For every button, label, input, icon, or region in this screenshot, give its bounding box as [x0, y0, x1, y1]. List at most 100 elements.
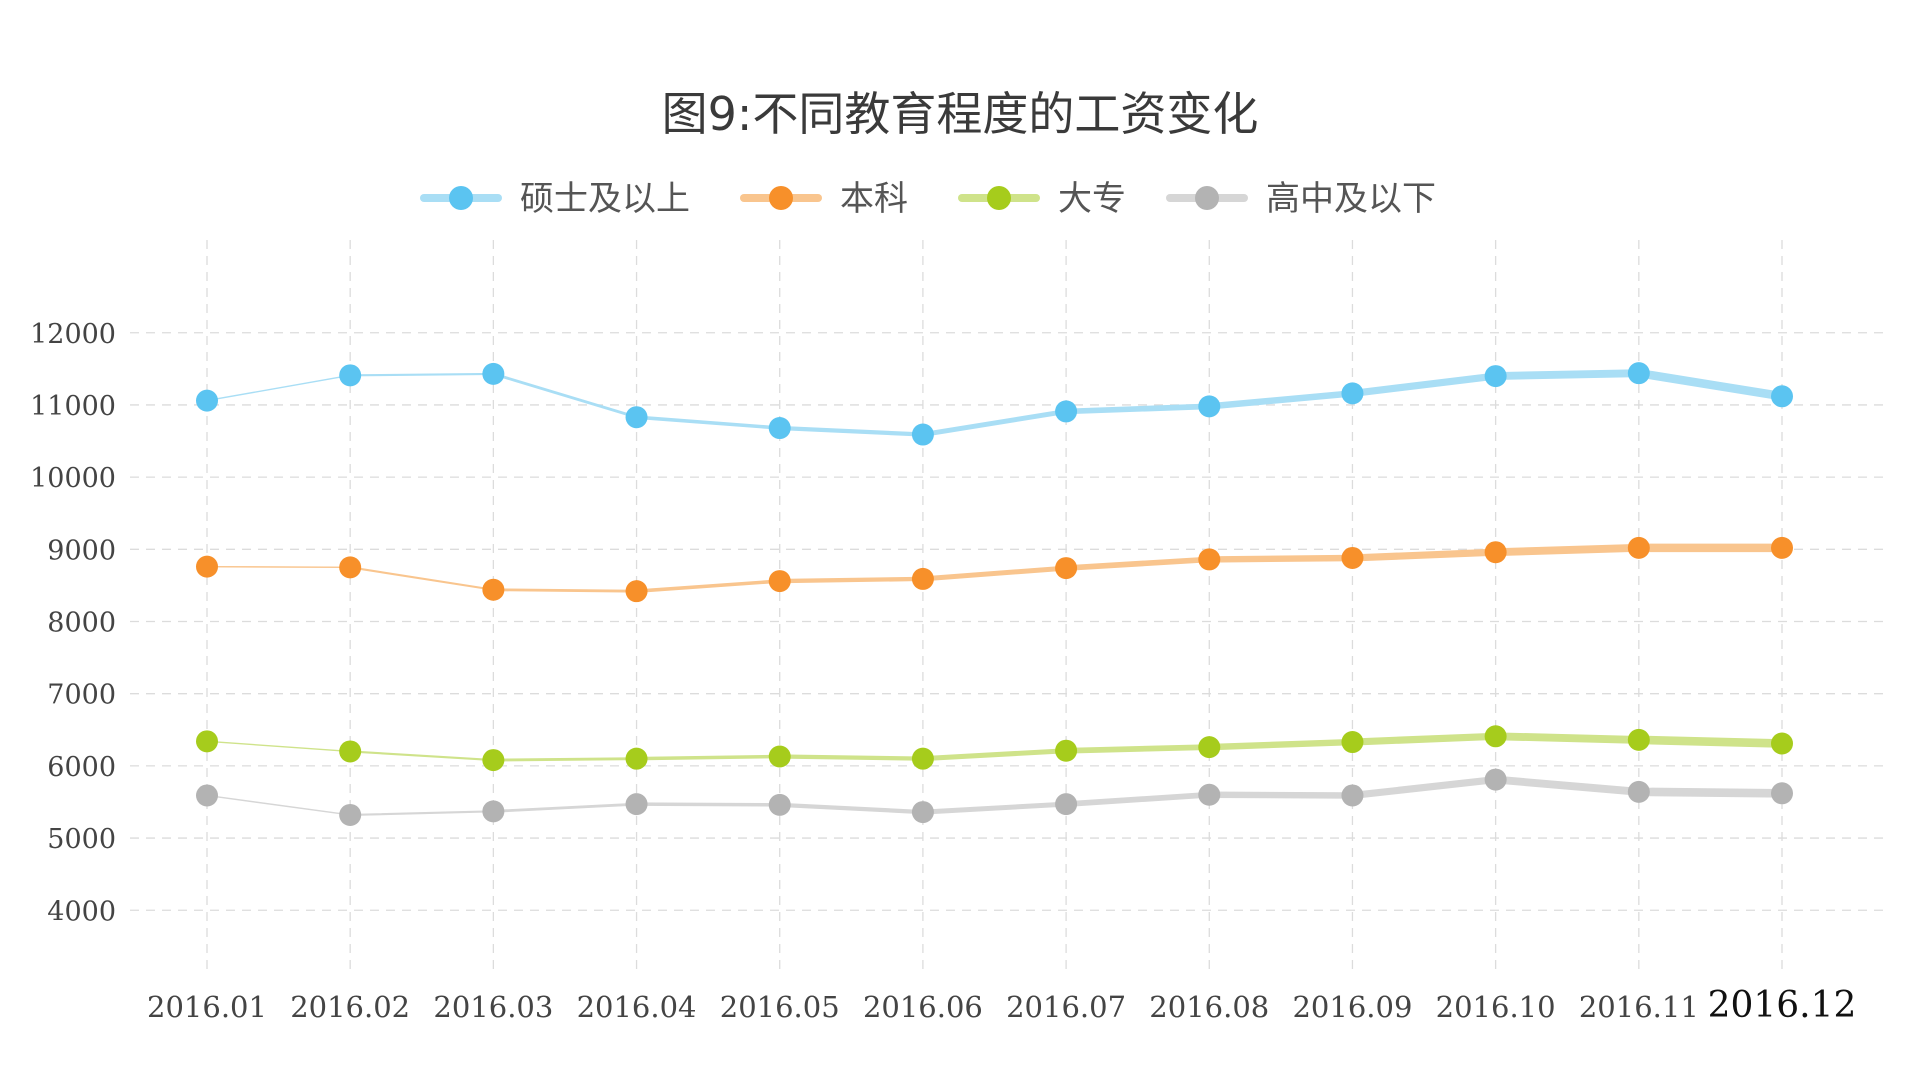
- data-point: [482, 800, 505, 823]
- y-tick-label: 11000: [30, 391, 116, 422]
- x-tick-label: 2016.08: [1149, 990, 1269, 1024]
- x-tick-label: 2016.11: [1579, 990, 1699, 1024]
- series-segment: [206, 374, 351, 402]
- legend-item: 大专: [958, 179, 1126, 219]
- data-point: [339, 740, 362, 763]
- data-point: [1341, 731, 1364, 754]
- data-point: [1055, 739, 1078, 762]
- data-point: [625, 406, 648, 429]
- series-segment: [1634, 368, 1787, 401]
- series-segment: [634, 802, 782, 807]
- legend: 硕士及以上 本科 大专 高中及以下: [420, 179, 1436, 219]
- y-tick-label: 9000: [47, 535, 116, 566]
- series-segment: [777, 802, 926, 815]
- series-segment: [1491, 543, 1643, 557]
- series-segment: [1206, 738, 1356, 751]
- series-segment: [206, 794, 351, 816]
- y-tick-label: 7000: [47, 680, 116, 711]
- series-segment: [491, 802, 638, 813]
- series-segment: [1634, 735, 1787, 748]
- legend-label: 本科: [840, 179, 908, 219]
- data-point: [1341, 784, 1364, 807]
- y-tick-label: 5000: [47, 824, 116, 855]
- data-point: [339, 803, 362, 826]
- x-tick-label: 2016.06: [863, 990, 983, 1024]
- legend-marker: [769, 186, 793, 210]
- legend-item: 硕士及以上: [420, 179, 690, 219]
- x-tick-label: 2016.02: [290, 990, 410, 1024]
- data-point: [625, 793, 648, 816]
- series-segment: [1206, 554, 1356, 563]
- series-segment: [1348, 732, 1500, 746]
- series-segment: [1491, 732, 1643, 744]
- series-segment: [349, 810, 495, 817]
- data-point: [1771, 536, 1793, 559]
- data-point: [196, 784, 218, 807]
- x-tick-label: 2016.03: [433, 990, 553, 1024]
- data-point: [1055, 557, 1078, 580]
- data-point: [1484, 768, 1507, 791]
- x-axis: 2016.01 2016.02 2016.03 2016.04 2016.05 2016.…: [147, 985, 1856, 1026]
- y-tick-label: 8000: [47, 608, 116, 639]
- data-point: [911, 801, 934, 824]
- series-segment: [1063, 744, 1213, 754]
- data-point: [196, 730, 218, 753]
- series-segment: [1206, 390, 1356, 410]
- x-tick-label: 2016.12: [1708, 985, 1857, 1026]
- data-point: [1055, 793, 1078, 816]
- series-高中及以下: [196, 768, 1793, 826]
- x-tick-label: 2016.01: [147, 990, 267, 1024]
- x-tick-label: 2016.09: [1292, 990, 1412, 1024]
- data-point: [1771, 782, 1793, 805]
- data-point: [768, 570, 791, 593]
- series-segment: [777, 576, 926, 584]
- data-point: [1627, 536, 1650, 559]
- series-segment: [1063, 403, 1213, 415]
- chart-title: 图9:不同教育程度的工资变化: [662, 87, 1259, 141]
- series-segment: [349, 566, 495, 591]
- data-point: [1341, 382, 1364, 405]
- series-segment: [1063, 556, 1213, 571]
- data-point: [1484, 725, 1507, 748]
- data-point: [1484, 365, 1507, 388]
- data-point: [339, 364, 362, 387]
- series-segment: [491, 757, 638, 762]
- data-point: [768, 793, 791, 816]
- series-大专: [196, 725, 1793, 772]
- data-point: [1771, 385, 1793, 408]
- series-segment: [1348, 776, 1500, 800]
- legend-label: 硕士及以上: [520, 179, 690, 219]
- series-layer: [196, 362, 1793, 826]
- data-point: [1341, 546, 1364, 569]
- data-point: [625, 747, 648, 770]
- series-segment: [1491, 775, 1643, 796]
- legend-label: 大专: [1058, 179, 1126, 219]
- data-point: [196, 555, 218, 578]
- series-segment: [1063, 791, 1213, 807]
- series-segment: [491, 372, 638, 419]
- series-硕士及以上: [196, 362, 1793, 446]
- data-point: [1198, 548, 1221, 571]
- data-point: [1484, 541, 1507, 564]
- legend-marker: [449, 186, 473, 210]
- data-point: [1627, 780, 1650, 803]
- data-point: [1627, 728, 1650, 751]
- x-tick-label: 2016.04: [577, 990, 697, 1024]
- data-point: [768, 745, 791, 768]
- data-point: [339, 556, 362, 579]
- series-segment: [777, 754, 926, 761]
- series-本科: [196, 536, 1793, 603]
- series-segment: [349, 750, 495, 762]
- x-tick-label: 2016.05: [720, 990, 840, 1024]
- y-tick-label: 10000: [30, 463, 116, 494]
- series-segment: [1634, 787, 1787, 798]
- series-segment: [1206, 791, 1356, 799]
- series-segment: [1348, 548, 1500, 562]
- series-segment: [920, 801, 1069, 815]
- legend-item: 高中及以下: [1166, 179, 1436, 219]
- series-segment: [634, 415, 782, 430]
- series-segment: [491, 588, 638, 593]
- legend-marker: [1195, 186, 1219, 210]
- legend-marker: [987, 186, 1011, 210]
